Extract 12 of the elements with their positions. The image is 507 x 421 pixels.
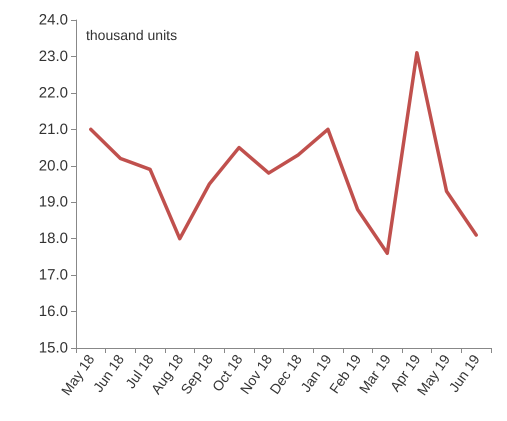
y-tick-label: 18.0 — [38, 230, 68, 248]
y-tick-label: 15.0 — [38, 340, 68, 356]
y-tick-label: 21.0 — [38, 120, 68, 138]
line-series — [89, 51, 478, 255]
y-tick-label: 16.0 — [38, 303, 68, 320]
y-tick-label: 24.0 — [38, 12, 68, 28]
y-tick-label: 23.0 — [38, 48, 68, 65]
y-tick-label: 17.0 — [38, 266, 68, 284]
y-tick-label: 22.0 — [38, 84, 68, 102]
y-tick-label: 20.0 — [38, 157, 68, 174]
y-tick-label: 19.0 — [38, 194, 68, 211]
y-axis-title: thousand units — [86, 27, 178, 43]
